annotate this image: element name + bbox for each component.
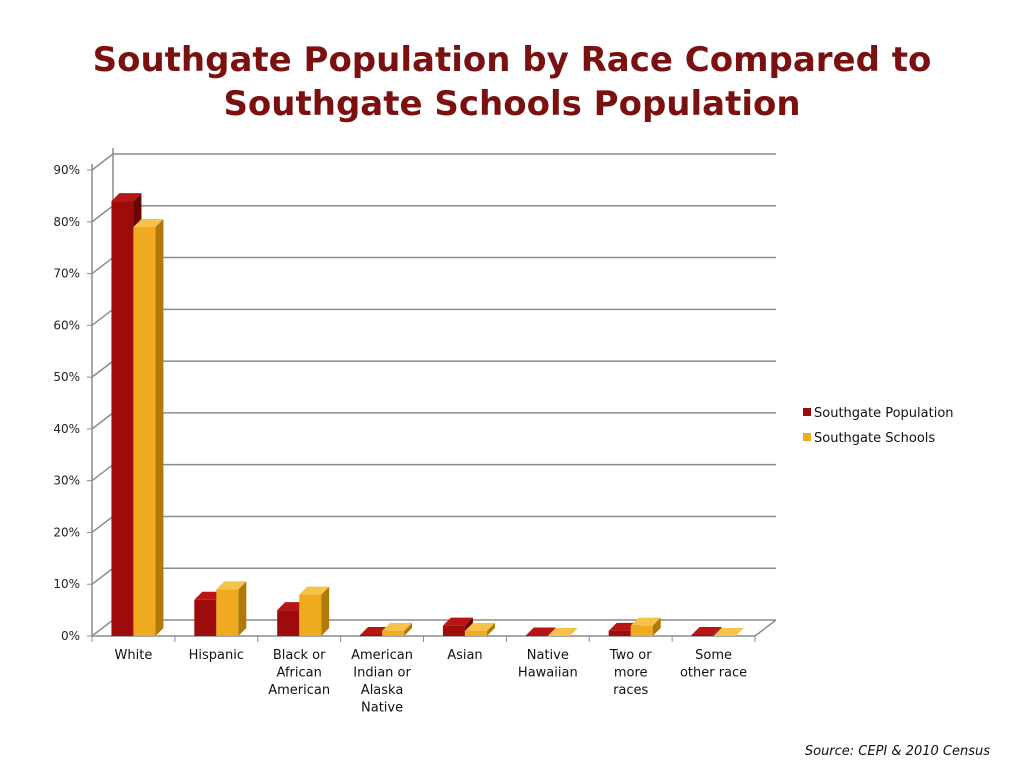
bar-front bbox=[630, 625, 653, 636]
gridline-diagonal bbox=[91, 256, 114, 275]
bar-side bbox=[155, 218, 164, 636]
y-tick-label: 50% bbox=[53, 370, 80, 384]
bar-front bbox=[299, 594, 322, 636]
bar-top bbox=[382, 622, 413, 631]
chart-title-line-2: Southgate Schools Population bbox=[223, 84, 801, 124]
bar-schools bbox=[299, 586, 330, 636]
x-axis-labels: White Hispanic Black or African American Amer… bbox=[91, 636, 756, 716]
bar-side bbox=[321, 586, 330, 636]
bar-side bbox=[486, 622, 495, 636]
bar-schools bbox=[713, 628, 744, 636]
legend-item: Southgate Schools bbox=[803, 431, 935, 446]
y-tick-label: 80% bbox=[53, 215, 80, 229]
bar-schools bbox=[547, 628, 578, 636]
x-tick-label: Black or African American bbox=[268, 648, 330, 698]
legend-item: Southgate Population bbox=[803, 406, 954, 421]
bar-front bbox=[608, 630, 631, 636]
y-tick-label: 90% bbox=[53, 163, 80, 177]
bar-side bbox=[652, 617, 661, 636]
y-tick-label: 10% bbox=[53, 577, 80, 591]
bar-top bbox=[713, 628, 744, 636]
bar-schools bbox=[216, 581, 247, 636]
floor-right-edge bbox=[754, 619, 777, 637]
bar-schools bbox=[133, 218, 164, 636]
bar-top bbox=[525, 627, 556, 636]
bar-top bbox=[216, 581, 247, 590]
x-tick-label: Native Hawaiian bbox=[518, 648, 578, 681]
bar-top bbox=[691, 626, 722, 635]
bar-top bbox=[630, 617, 661, 626]
legend-label: Southgate Schools bbox=[814, 431, 935, 446]
bar-front bbox=[194, 599, 217, 636]
bar-population bbox=[691, 626, 722, 636]
x-tick-label: White bbox=[115, 648, 153, 663]
gridline-diagonal bbox=[91, 412, 114, 430]
legend-label: Southgate Population bbox=[814, 406, 954, 421]
gridline-diagonal bbox=[91, 464, 114, 482]
legend-swatch bbox=[803, 408, 811, 416]
bar-front bbox=[442, 625, 465, 636]
bar-population bbox=[525, 627, 556, 636]
bar-schools bbox=[464, 622, 495, 636]
gridline-diagonal bbox=[91, 567, 114, 585]
x-tick-label: Hispanic bbox=[189, 648, 244, 663]
x-tick-label: Some other race bbox=[680, 648, 747, 681]
x-tick-label: American Indian or Alaska Native bbox=[351, 648, 413, 716]
y-tick-label: 30% bbox=[53, 474, 80, 488]
bar-front bbox=[360, 634, 383, 636]
bar-front bbox=[691, 634, 714, 636]
gridline-diagonal bbox=[91, 153, 114, 171]
bar-side bbox=[404, 622, 413, 636]
gridline-diagonal bbox=[91, 360, 114, 378]
bar-top bbox=[547, 628, 578, 636]
bar-side bbox=[713, 626, 722, 636]
bar-schools bbox=[382, 622, 413, 636]
gridline-diagonal bbox=[91, 205, 114, 223]
y-tick-label: 20% bbox=[53, 525, 80, 539]
chart-title-line-1: Southgate Population by Race Compared to bbox=[92, 40, 932, 80]
bar-front bbox=[111, 201, 134, 637]
gridline-diagonal bbox=[91, 308, 114, 326]
x-tick-label: Asian bbox=[447, 648, 482, 663]
source-note: Source: CEPI & 2010 Census bbox=[804, 744, 990, 759]
bar-front bbox=[382, 630, 405, 636]
bar-schools bbox=[630, 617, 661, 636]
y-tick-label: 70% bbox=[53, 267, 80, 281]
bar-top bbox=[111, 193, 142, 202]
bar-top bbox=[133, 218, 164, 227]
bar-front bbox=[216, 589, 239, 636]
bar-side bbox=[238, 581, 247, 636]
bar-front bbox=[133, 226, 156, 636]
bar-front bbox=[464, 630, 487, 636]
axes bbox=[91, 148, 777, 637]
bar-top bbox=[299, 586, 330, 595]
bar-front bbox=[525, 635, 548, 636]
bar-top bbox=[442, 617, 473, 626]
bar-front bbox=[277, 610, 300, 636]
legend-swatch bbox=[803, 433, 811, 441]
y-axis-ticks: 0% 10% 20% 30% 40% 50% 60% 70% 80% 90% bbox=[53, 163, 92, 643]
gridline-diagonal bbox=[91, 619, 114, 637]
bar-side bbox=[547, 627, 556, 636]
y-tick-label: 40% bbox=[53, 422, 80, 436]
gridlines bbox=[91, 153, 776, 637]
y-tick-label: 60% bbox=[53, 318, 80, 332]
bars bbox=[111, 193, 744, 637]
y-tick-label: 0% bbox=[61, 629, 80, 643]
gridline-diagonal bbox=[91, 515, 114, 534]
x-tick-label: Two or more races bbox=[609, 648, 652, 698]
legend: Southgate Population Southgate Schools bbox=[803, 406, 954, 446]
bar-top bbox=[464, 622, 495, 631]
chart-title: Southgate Population by Race Compared to… bbox=[40, 38, 984, 126]
